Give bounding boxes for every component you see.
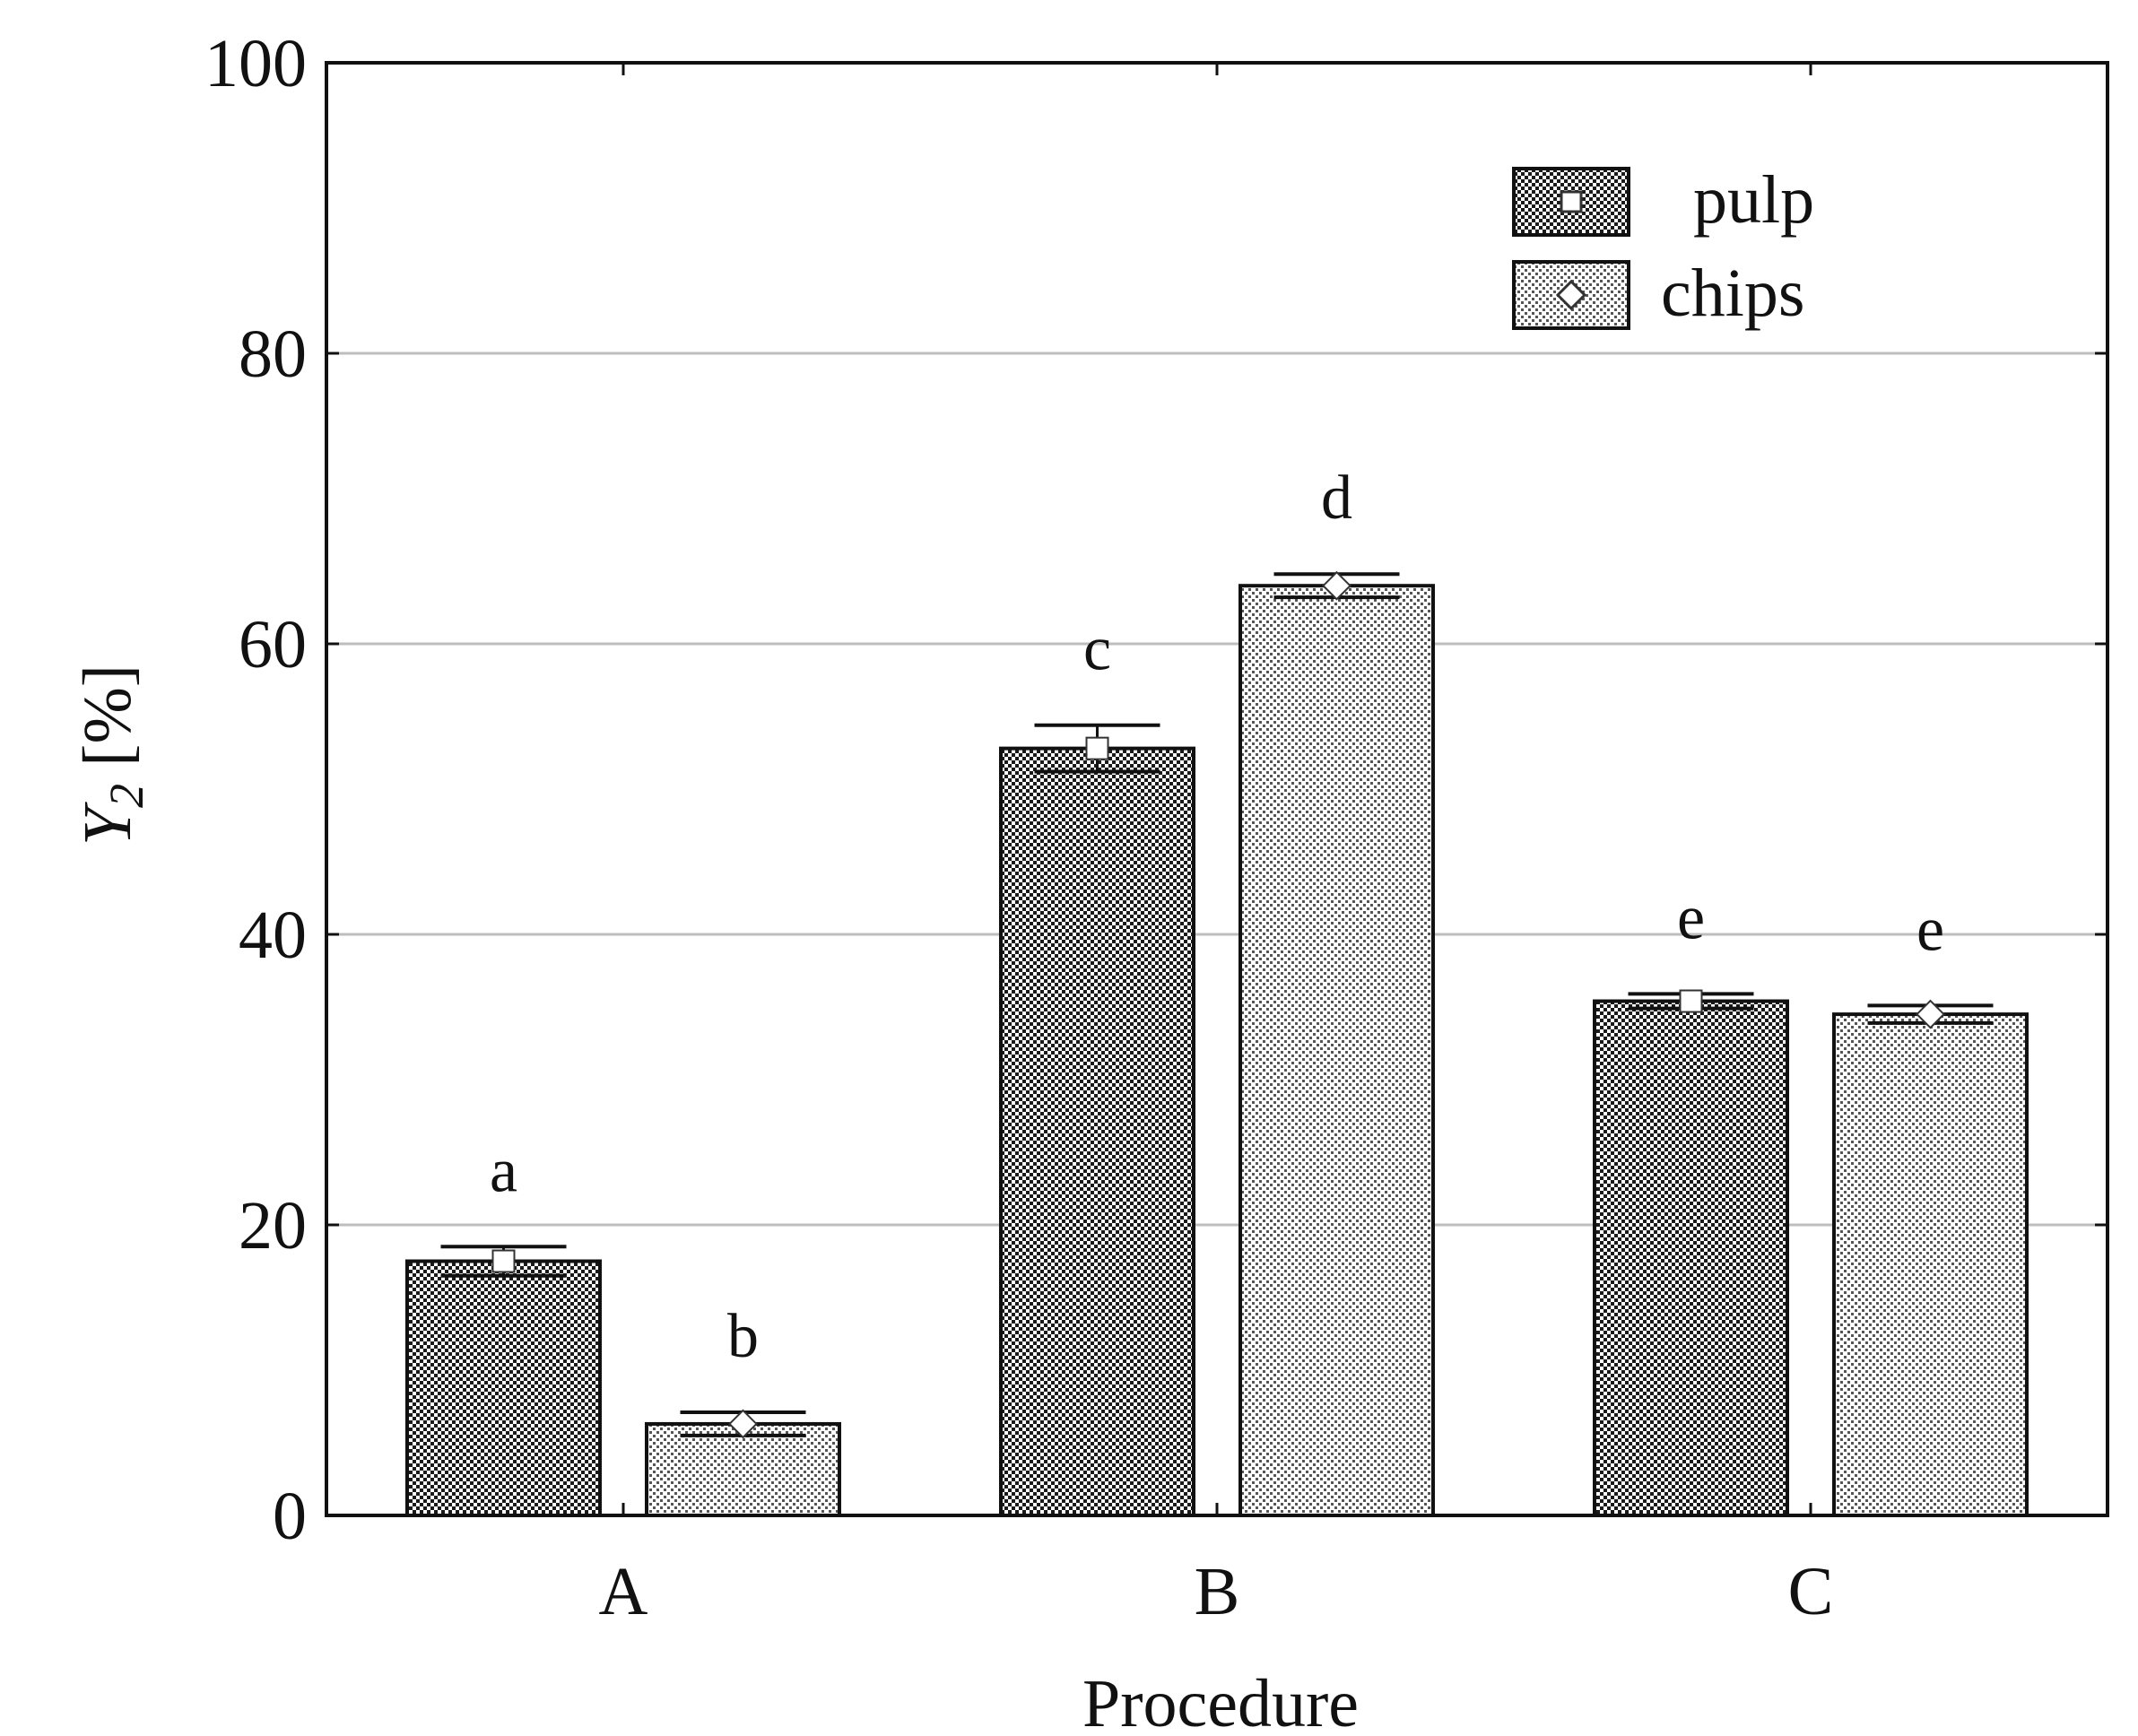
bar-chips	[1238, 584, 1435, 1518]
x-category-label: B	[1195, 1554, 1240, 1629]
legend-label-chips: chips	[1661, 256, 1804, 331]
significance-label: b	[727, 1302, 759, 1371]
legend: pulp chips	[1512, 162, 1814, 331]
y-tick-label: 60	[239, 607, 307, 682]
y-axis-title-unit: [%]	[70, 664, 145, 784]
bar-pulp	[405, 1259, 602, 1517]
legend-marker-diamond	[1555, 279, 1587, 311]
significance-label: e	[1677, 883, 1705, 952]
mean-marker-square	[1085, 736, 1109, 760]
significance-label: d	[1321, 464, 1352, 533]
y-axis-title-subscript: 2	[100, 784, 153, 808]
x-category-labels: A B C	[599, 1554, 1834, 1629]
bar-pulp	[999, 746, 1195, 1517]
y-tick-label: 20	[239, 1188, 307, 1263]
significance-label: a	[490, 1136, 517, 1205]
mean-marker-diamond	[728, 1409, 758, 1439]
mean-marker-square	[1679, 989, 1703, 1013]
y-axis-title: Y2 [%]	[70, 664, 153, 846]
x-category-label: A	[599, 1554, 648, 1629]
legend-label-pulp: pulp	[1693, 162, 1814, 238]
gridlines	[326, 352, 2108, 1227]
mean-marker-diamond	[1916, 999, 1945, 1029]
mean-marker-square	[491, 1249, 516, 1273]
x-category-label: C	[1788, 1554, 1834, 1629]
x-axis-title: Procedure	[1082, 1666, 1359, 1736]
bar-pulp	[1593, 999, 1789, 1517]
y-ticks: 0 20 40 60 80 100	[204, 26, 2108, 1554]
y-tick-label: 80	[239, 317, 307, 392]
mean-marker-diamond	[1322, 570, 1351, 601]
y-tick-label: 40	[239, 898, 307, 973]
bars: a b c d e e	[405, 464, 2029, 1518]
y-axis-title-main: Y	[70, 801, 145, 846]
y-tick-label: 0	[273, 1479, 307, 1554]
bar-chips	[1832, 1012, 2029, 1517]
significance-label: c	[1083, 615, 1111, 684]
legend-marker-square	[1560, 190, 1583, 213]
significance-label: e	[1916, 895, 1944, 964]
y-tick-label: 100	[204, 26, 307, 101]
